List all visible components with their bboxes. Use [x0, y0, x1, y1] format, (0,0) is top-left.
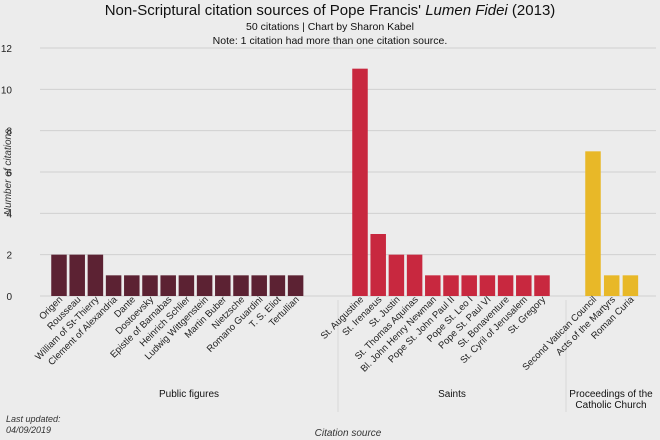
- bar: [352, 68, 368, 297]
- title-italic: Lumen Fidei: [425, 2, 508, 19]
- bar: [443, 275, 459, 296]
- bar: [585, 151, 601, 296]
- y-tick-label: 0: [6, 292, 12, 303]
- chart-title: Non-Scriptural citation sources of Pope …: [0, 2, 660, 19]
- y-tick-label: 8: [6, 127, 12, 138]
- bar: [461, 275, 477, 296]
- y-tick-label: 12: [1, 44, 13, 55]
- bar: [196, 275, 213, 296]
- bar: [622, 275, 639, 296]
- y-tick-label: 10: [1, 85, 13, 96]
- bar: [479, 275, 496, 296]
- bar: [215, 275, 231, 296]
- bar: [178, 275, 195, 296]
- title-main: Non-Scriptural citation sources of Pope …: [104, 2, 426, 19]
- x-axis-label: Citation source: [315, 428, 382, 439]
- y-tick-label: 2: [6, 251, 12, 262]
- last-updated: Last updated: 04/09/2019: [6, 414, 61, 436]
- bar: [287, 275, 304, 296]
- chart-subtitle: 50 citations | Chart by Sharon Kabel: [246, 21, 414, 33]
- y-tick-label: 4: [6, 209, 12, 220]
- group-label: Saints: [438, 389, 466, 400]
- last-updated-date: 04/09/2019: [6, 425, 52, 435]
- bar: [124, 275, 140, 296]
- bar: [516, 275, 532, 296]
- chart-note: Note: 1 citation had more than one citat…: [212, 35, 448, 47]
- title-tail: (2013): [507, 2, 556, 19]
- bar: [269, 275, 286, 296]
- group-label: Public figures: [159, 389, 219, 400]
- bar: [87, 254, 104, 296]
- bar: [51, 254, 67, 296]
- bar: [370, 234, 386, 296]
- bar: [69, 254, 85, 296]
- bar: [603, 275, 620, 296]
- bar: [497, 275, 514, 296]
- bar: [534, 275, 550, 296]
- bar: [406, 254, 423, 296]
- bar: [142, 275, 158, 296]
- bar: [388, 254, 405, 296]
- y-axis-label: Number of citations: [3, 129, 14, 215]
- last-updated-label: Last updated:: [6, 414, 61, 424]
- bar: [160, 275, 176, 296]
- bar: [251, 275, 267, 296]
- bar: [425, 275, 441, 296]
- y-tick-label: 6: [6, 168, 12, 179]
- group-label: Catholic Church: [575, 400, 646, 411]
- bar: [233, 275, 249, 296]
- group-label: Proceedings of the: [569, 389, 653, 400]
- bar: [105, 275, 122, 296]
